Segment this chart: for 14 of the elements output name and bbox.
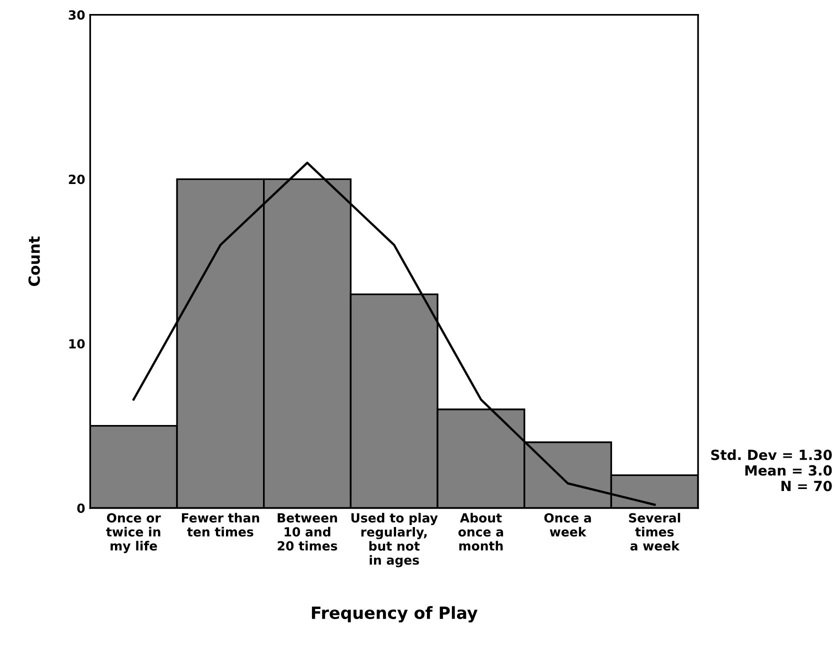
x-tick-label: Fewer than ten times [182, 512, 260, 537]
x-tick-label: Once a week [544, 513, 591, 537]
x-tick-label: About once a month [458, 512, 504, 551]
x-tick-label: Used to play regularly, but not in ages [351, 512, 438, 568]
x-tick-label: Several times a week [629, 512, 680, 551]
x-tick-label: Once or twice in my life [106, 513, 161, 554]
y-tick-label: 30 [68, 10, 85, 20]
text: Std. Dev = 1.30 Mean = 3.0 N = 70 [711, 449, 832, 492]
x-tick-label: Between 10 and 20 times [278, 513, 338, 551]
y-tick-label: 20 [68, 174, 85, 184]
y-tick-label: 0 [77, 504, 85, 513]
y-axis-title: Count [28, 236, 40, 286]
y-tick-label: 10 [69, 339, 85, 349]
x-axis-title: Frequency of Play [312, 606, 478, 622]
